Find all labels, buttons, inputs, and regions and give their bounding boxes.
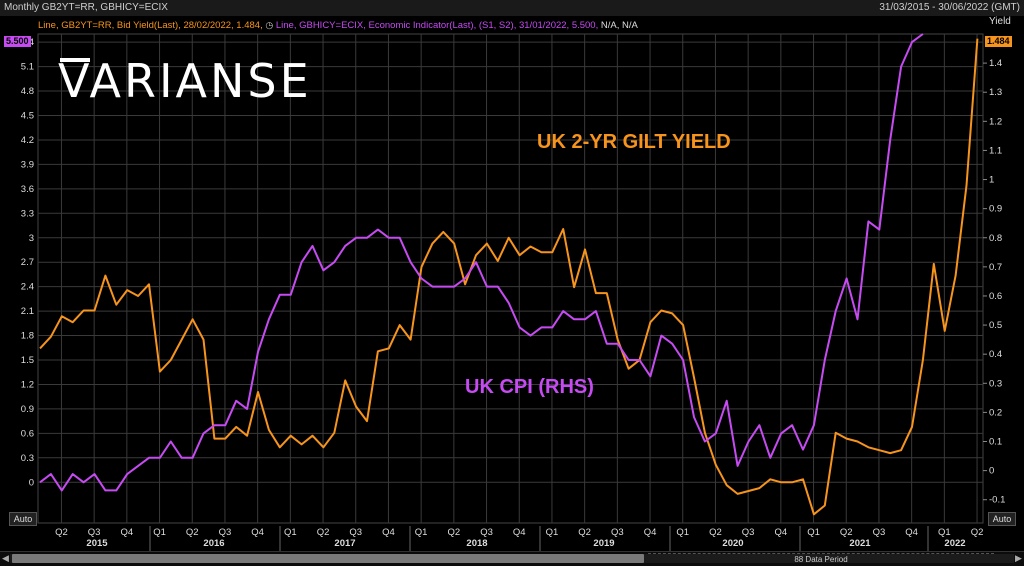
right-axis-tick-label: 0.2 bbox=[989, 407, 1002, 418]
quarter-tick-label: Q2 bbox=[317, 527, 330, 538]
clock-icon: ◷ bbox=[265, 20, 274, 30]
quarter-tick-label: Q3 bbox=[219, 527, 232, 538]
year-tick-label: 2015 bbox=[86, 538, 108, 549]
right-axis-tick-label: 0.6 bbox=[989, 291, 1002, 302]
left-axis-tick-label: 3.9 bbox=[21, 159, 34, 170]
left-axis-tick-label: 0.3 bbox=[21, 453, 34, 464]
right-axis-tick-label: 1 bbox=[989, 175, 994, 186]
quarter-tick-label: Q1 bbox=[676, 527, 689, 538]
left-axis-tick-label: 4.5 bbox=[21, 111, 34, 122]
date-range: 31/03/2015 - 30/06/2022 (GMT) bbox=[879, 2, 1020, 13]
cpi-last-value-badge: 5.500 bbox=[4, 36, 31, 47]
data-period-label: 88 Data Period bbox=[648, 553, 994, 565]
left-axis-tick-label: 3.6 bbox=[21, 184, 34, 195]
left-axis-tick-label: 2.7 bbox=[21, 257, 34, 268]
right-axis-tick-label: 1.3 bbox=[989, 87, 1002, 98]
right-axis-tick-label: 0.3 bbox=[989, 378, 1002, 389]
annotation-cpi: UK CPI (RHS) bbox=[465, 376, 594, 398]
quarter-tick-label: Q4 bbox=[513, 527, 526, 538]
right-axis-tick-label: 0.1 bbox=[989, 437, 1002, 448]
year-tick-label: 2021 bbox=[849, 538, 871, 549]
right-axis-title: Yield bbox=[989, 16, 1011, 27]
legend-bar: Line, GB2YT=RR, Bid Yield(Last), 28/02/2… bbox=[38, 18, 983, 32]
quarter-tick-label: Q1 bbox=[284, 527, 297, 538]
legend-cpi[interactable]: Line, GBHICY=ECIX, Economic Indicator(La… bbox=[275, 20, 599, 31]
right-axis-tick-label: 1.2 bbox=[989, 116, 1002, 127]
year-tick-label: 2019 bbox=[593, 538, 614, 549]
left-axis-tick-label: 4.2 bbox=[21, 135, 34, 146]
right-axis-tick-label: 1.1 bbox=[989, 145, 1002, 156]
time-scrollbar[interactable]: ◀ 88 Data Period ▶ bbox=[0, 551, 1024, 566]
cpi-line[interactable] bbox=[39, 33, 924, 492]
gilt-yield-line[interactable] bbox=[39, 38, 979, 516]
quarter-tick-label: Q4 bbox=[121, 527, 134, 538]
right-axis-tick-label: 1.4 bbox=[989, 58, 1002, 69]
left-axis-tick-label: 2.1 bbox=[21, 306, 34, 317]
gilt-last-value-badge: 1.484 bbox=[985, 36, 1012, 47]
year-tick-label: 2016 bbox=[203, 538, 224, 549]
quarter-tick-label: Q3 bbox=[742, 527, 755, 538]
quarter-tick-label: Q2 bbox=[448, 527, 461, 538]
year-tick-label: 2022 bbox=[944, 538, 965, 549]
quarter-tick-label: Q1 bbox=[807, 527, 820, 538]
quarter-tick-label: Q4 bbox=[251, 527, 264, 538]
chart-title: Monthly GB2YT=RR, GBHICY=ECIX bbox=[4, 2, 168, 13]
right-axis-tick-label: 0.8 bbox=[989, 233, 1002, 244]
right-axis-tick-label: -0.1 bbox=[989, 495, 1005, 506]
left-axis-tick-label: 1.5 bbox=[21, 355, 34, 366]
quarter-tick-label: Q3 bbox=[349, 527, 362, 538]
quarter-tick-label: Q1 bbox=[415, 527, 428, 538]
quarter-tick-label: Q4 bbox=[644, 527, 657, 538]
left-axis-tick-label: 0 bbox=[29, 477, 34, 488]
quarter-tick-label: Q4 bbox=[905, 527, 918, 538]
year-tick-label: 2017 bbox=[334, 538, 355, 549]
quarter-tick-label: Q1 bbox=[546, 527, 559, 538]
quarter-tick-label: Q3 bbox=[611, 527, 624, 538]
left-axis-tick-label: 3.3 bbox=[21, 208, 34, 219]
logo-text: VARIANSE bbox=[58, 54, 312, 108]
left-axis-tick-label: 4.8 bbox=[21, 86, 34, 97]
quarter-tick-label: Q2 bbox=[186, 527, 199, 538]
quarter-tick-label: Q4 bbox=[382, 527, 395, 538]
chart-header-bar: Monthly GB2YT=RR, GBHICY=ECIX 31/03/2015… bbox=[0, 0, 1024, 16]
quarter-tick-label: Q2 bbox=[578, 527, 591, 538]
quarter-tick-label: Q2 bbox=[709, 527, 722, 538]
left-axis-tick-label: 5.1 bbox=[21, 62, 34, 73]
left-axis-tick-label: 0.6 bbox=[21, 428, 34, 439]
quarter-tick-label: Q1 bbox=[153, 527, 166, 538]
scroll-right-icon[interactable]: ▶ bbox=[1015, 553, 1022, 563]
quarter-tick-label: Q3 bbox=[88, 527, 101, 538]
quarter-tick-label: Q3 bbox=[873, 527, 886, 538]
scroll-left-icon[interactable]: ◀ bbox=[2, 553, 9, 563]
right-axis-tick-label: 0.5 bbox=[989, 320, 1002, 331]
left-axis-tick-label: 0.9 bbox=[21, 404, 34, 415]
auto-scale-right-button[interactable]: Auto bbox=[988, 512, 1016, 526]
logo-bar bbox=[60, 58, 90, 62]
left-axis-tick-label: 1.8 bbox=[21, 331, 34, 342]
brand-logo: VARIANSE bbox=[58, 54, 312, 108]
quarter-tick-label: Q1 bbox=[938, 527, 951, 538]
year-tick-label: 2018 bbox=[466, 538, 487, 549]
right-axis-tick-label: 0 bbox=[989, 466, 994, 477]
year-tick-label: 2020 bbox=[722, 538, 743, 549]
right-axis-tick-label: 0.7 bbox=[989, 262, 1002, 273]
legend-na: N/A, N/A bbox=[600, 20, 638, 31]
left-axis-tick-label: 2.4 bbox=[21, 282, 34, 293]
scroll-thumb[interactable] bbox=[12, 554, 644, 563]
right-axis-tick-label: 0.4 bbox=[989, 349, 1002, 360]
quarter-tick-label: Q4 bbox=[775, 527, 788, 538]
right-axis-tick-label: 0.9 bbox=[989, 204, 1002, 215]
quarter-tick-label: Q2 bbox=[971, 527, 984, 538]
legend-gilt[interactable]: Line, GB2YT=RR, Bid Yield(Last), 28/02/2… bbox=[38, 20, 263, 31]
quarter-tick-label: Q2 bbox=[55, 527, 68, 538]
quarter-tick-label: Q2 bbox=[840, 527, 853, 538]
left-axis-tick-label: 3 bbox=[29, 233, 34, 244]
auto-scale-left-button[interactable]: Auto bbox=[9, 512, 37, 526]
annotation-gilt: UK 2-YR GILT YIELD bbox=[537, 131, 731, 153]
quarter-tick-label: Q3 bbox=[480, 527, 493, 538]
left-axis-tick-label: 1.2 bbox=[21, 379, 34, 390]
